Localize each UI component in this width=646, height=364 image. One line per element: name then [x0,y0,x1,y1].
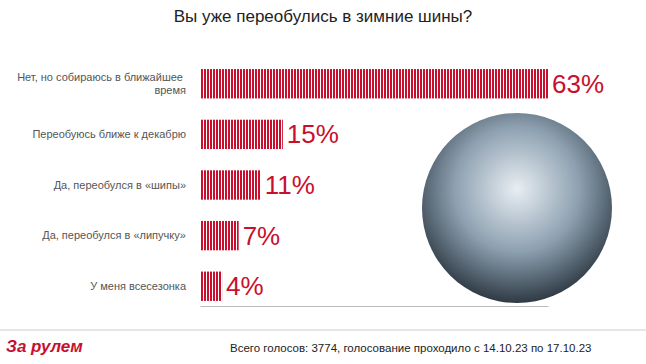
footer-rule [0,330,646,331]
photo [422,113,612,303]
chart-svg: Вы уже переобулись в зимние шины? Нет, но… [0,0,646,364]
y-tick: У меня всесезонка [90,280,187,292]
bar [200,170,261,199]
data-labels: 63% 15% 11% 7% 4% [226,69,604,302]
bar [200,221,239,250]
footer: Всего голосов: 3774, голосование проходи… [230,342,591,354]
data-label: 4% [226,271,264,301]
data-label: 7% [243,221,281,251]
logo: За рулем [6,337,83,356]
x-axis [201,306,549,307]
category-label: У меня всесезонка [90,280,187,292]
y-tick: Да, переобулся в «шипы» [54,179,186,191]
bars [200,69,548,301]
category-label: Переобуюсь ближе к декабрю [32,128,186,140]
chart-container: Вы уже переобулись в зимние шины? Нет, но… [0,0,646,364]
y-axis: Нет, но собираюсь в ближайшее время Перео… [17,71,187,292]
bar [200,272,222,301]
data-label: 15% [287,119,339,149]
data-label: 63% [552,69,604,99]
title: Вы уже переобулись в зимние шины? [174,7,473,26]
y-tick: Да, переобулся в «липучку» [42,229,186,241]
category-label: Да, переобулся в «липучку» [42,229,186,241]
y-tick: Переобуюсь ближе к декабрю [32,128,186,140]
data-label: 11% [265,170,315,200]
bar [200,69,548,98]
x-axis-line [201,306,549,307]
category-label: Да, переобулся в «шипы» [54,179,186,191]
category-label: Нет, но собираюсь в ближайшее время [17,71,186,96]
y-tick: Нет, но собираюсь в ближайшее время [17,71,186,96]
bar [200,120,283,149]
